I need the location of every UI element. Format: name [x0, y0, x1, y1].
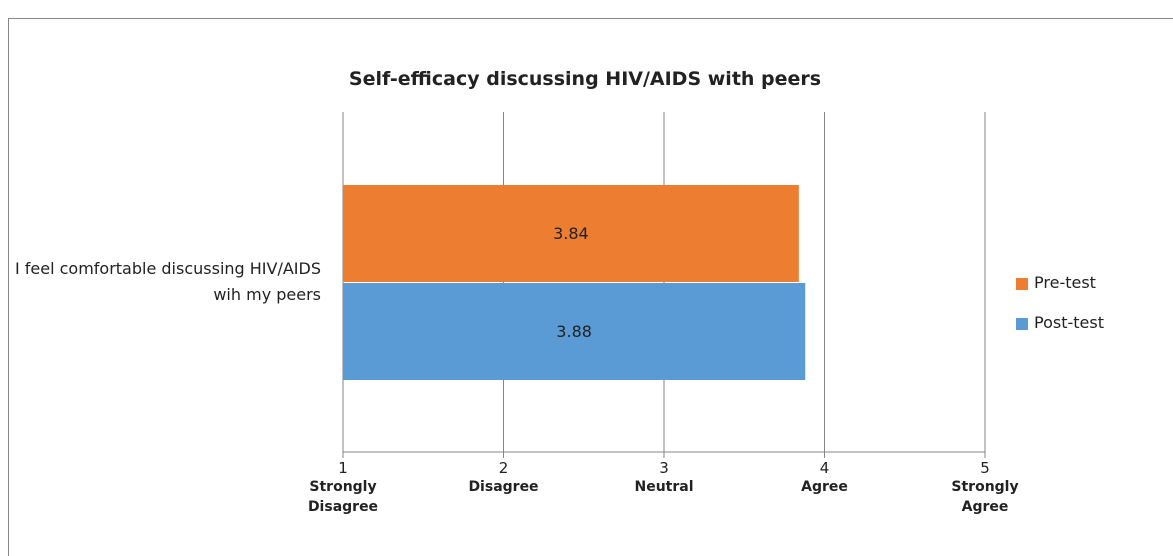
x-tick-label: 4: [819, 459, 830, 477]
legend-swatch: [1016, 278, 1028, 290]
chart-frame: [8, 18, 1173, 556]
chart-title: Self-efficacy discussing HIV/AIDS with p…: [348, 68, 822, 90]
x-tick-label: 1: [338, 459, 348, 477]
x-tick-description: Strongly Disagree: [307, 479, 379, 515]
x-tick-label: 2: [498, 459, 509, 477]
x-tick-description: Agree: [801, 479, 848, 495]
bar: [343, 283, 806, 380]
legend-label: Pre-test: [1034, 273, 1096, 292]
x-tick-label: 5: [980, 459, 990, 477]
x-tick-label: 3: [659, 459, 669, 477]
value-label: 3.88: [556, 321, 592, 341]
legend-label: Post-test: [1034, 313, 1104, 332]
bar: [343, 185, 799, 282]
legend-swatch: [1016, 318, 1028, 330]
x-tick-description: Disagree: [468, 479, 539, 495]
y-tick-label: I feel comfortable discussing HIV/AIDS w…: [14, 259, 321, 304]
value-label: 3.84: [553, 223, 589, 243]
x-tick-description: Neutral: [634, 479, 694, 495]
x-tick-description: Strongly Agree: [951, 479, 1019, 515]
